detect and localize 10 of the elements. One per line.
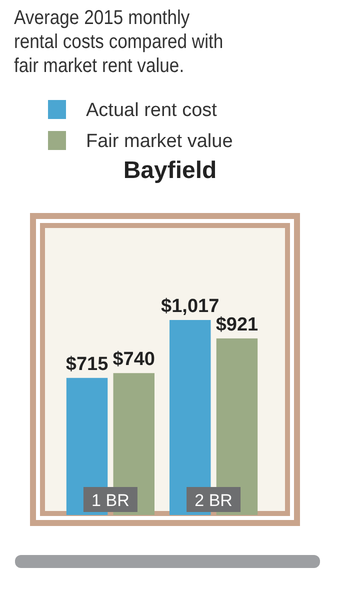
data-label: $1,017 <box>161 296 220 317</box>
chart-title: Bayfield <box>123 157 217 184</box>
data-label: $740 <box>112 349 156 370</box>
x-tick-label: 1 BR <box>92 491 130 510</box>
data-label: $715 <box>66 354 109 375</box>
legend-label: Fair market value <box>86 131 233 152</box>
chart-subtitle: Average 2015 monthly rental costs compared with fair market rent value. <box>14 6 224 76</box>
legend-label: Actual rent cost <box>86 100 218 121</box>
x-tick-label: 2 BR <box>194 491 232 510</box>
data-label: $921 <box>216 314 259 336</box>
